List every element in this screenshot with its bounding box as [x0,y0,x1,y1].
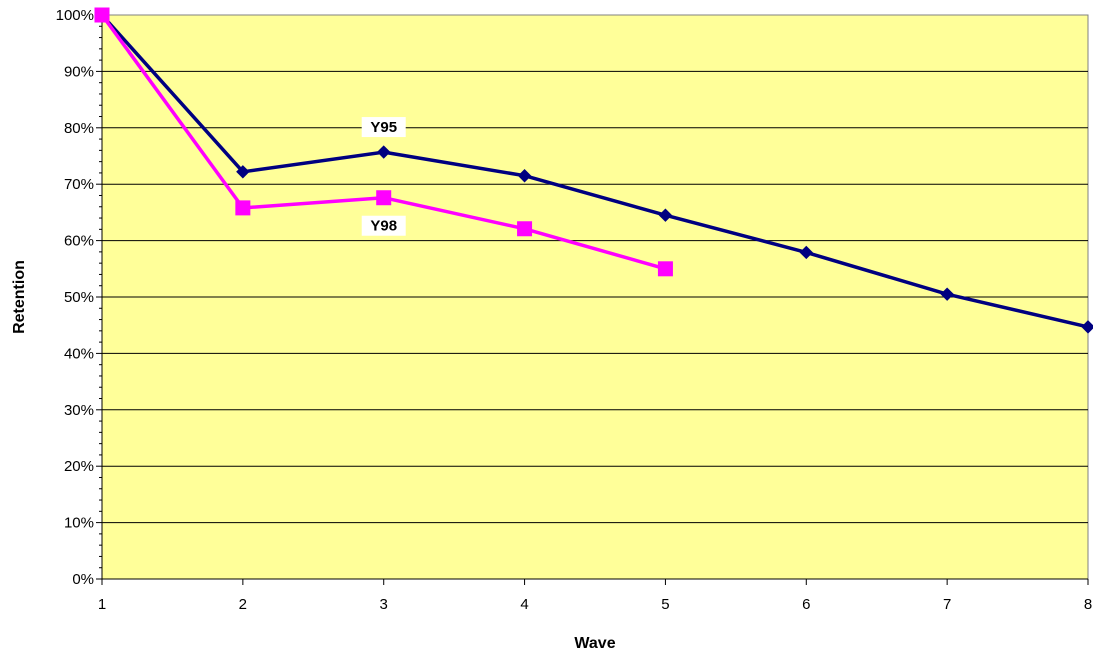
x-tick-label: 3 [380,596,388,613]
series-group [94,7,1093,334]
series-label-y95: Y95 [370,119,397,136]
y-tick-label: 10% [64,515,94,532]
data-point-y95 [658,208,673,222]
y-tick-label: 30% [64,402,94,419]
data-point-y98 [657,261,673,277]
series-label-y98: Y98 [370,218,397,235]
data-point-y95 [1081,320,1093,334]
x-tick-label: 2 [239,596,247,613]
x-tick-label: 7 [943,596,951,613]
series-labels: Y95 Y98 [361,117,406,236]
series-label-bg [361,117,406,138]
y-tick-label: 0% [72,571,94,588]
y-axis-title: Retention [11,260,28,334]
x-tick-label: 5 [661,596,669,613]
y-tick-label: 90% [64,63,94,80]
gridlines [102,70,1088,524]
x-tick-label: 1 [98,596,106,613]
y-axis-ticks: 0% 10% 20% 30% 40% 50% 60% 70% 80% 90% 100% [56,7,102,588]
y-tick-label: 40% [64,345,94,362]
data-point-y95 [377,145,391,159]
y-tick-label: 20% [64,458,94,475]
data-point-y95 [940,287,954,301]
x-tick-label: 8 [1084,596,1092,613]
x-tick-label: 6 [802,596,810,613]
data-point-y98 [376,190,392,206]
y-tick-label: 60% [64,233,94,250]
series-label-bg [361,215,406,236]
data-point-y98 [517,221,533,237]
data-point-y95 [517,169,532,183]
x-axis-title: Wave [574,635,615,652]
data-point-y98 [94,7,110,23]
data-point-y95 [799,245,813,260]
data-point-y95 [236,165,250,179]
y-tick-label: 100% [56,7,94,24]
y-tick-label: 80% [64,120,94,137]
x-tick-label: 4 [520,596,528,613]
data-point-y98 [235,200,251,216]
y-tick-label: 50% [64,289,94,306]
series-line-y95 [100,13,1089,329]
y-tick-label: 70% [64,176,94,193]
x-axis-ticks: 1 2 3 4 5 6 7 8 [98,579,1092,613]
